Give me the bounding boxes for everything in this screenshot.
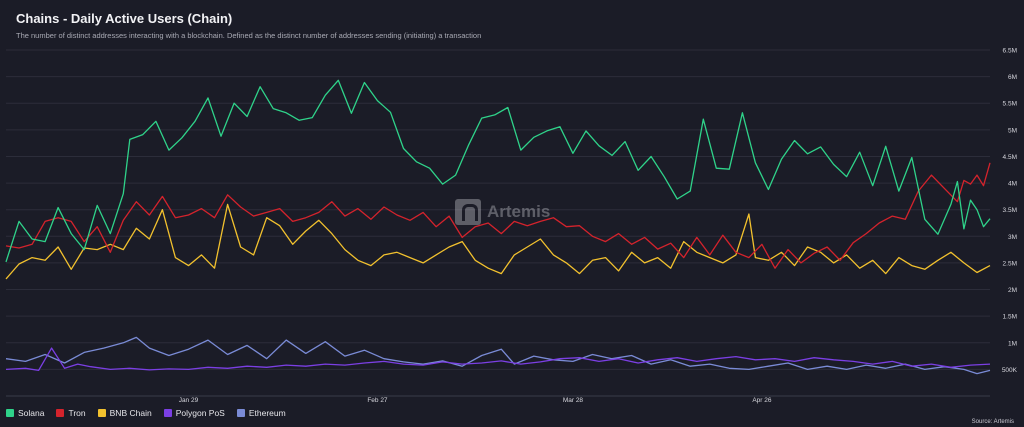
series-line-solana[interactable] (5, 79, 991, 263)
legend-swatch-polygon-pos (163, 409, 172, 417)
legend-item-solana[interactable]: Solana (6, 408, 44, 418)
series-line-tron[interactable] (5, 162, 991, 269)
y-tick-label: 4.5M (1003, 154, 1017, 161)
source-note: Source: Artemis (971, 419, 1014, 425)
y-tick-label: 1M (1008, 340, 1017, 347)
chart-legend: Solana Tron BNB Chain Polygon PoS Ethere… (6, 408, 286, 418)
legend-item-bnb-chain[interactable]: BNB Chain (97, 408, 152, 418)
y-tick-label: 5M (1008, 127, 1017, 134)
chart-title: Chains - Daily Active Users (Chain) (16, 11, 233, 26)
y-tick-label: 6.5M (1003, 48, 1017, 55)
x-tick-label: Feb 27 (367, 397, 388, 404)
y-tick-label: 500K (1002, 367, 1018, 374)
series-line-polygon-pos[interactable] (5, 347, 991, 372)
y-tick-label: 6M (1008, 74, 1017, 81)
y-tick-label: 3.5M (1003, 207, 1017, 214)
watermark-text: Artemis (487, 202, 551, 221)
legend-item-polygon-pos[interactable]: Polygon PoS (163, 408, 225, 418)
legend-label-tron: Tron (68, 408, 86, 418)
legend-swatch-bnb-chain (97, 409, 106, 417)
legend-swatch-tron (56, 409, 65, 417)
artemis-logo-icon (455, 199, 481, 225)
y-tick-label: 3M (1008, 234, 1017, 241)
x-tick-label: Apr 26 (752, 397, 772, 404)
series-line-bnb-chain[interactable] (5, 203, 991, 280)
legend-swatch-solana (6, 409, 14, 417)
chart-subtitle: The number of distinct addresses interac… (16, 31, 482, 40)
x-tick-label: Mar 28 (563, 397, 584, 404)
legend-item-tron[interactable]: Tron (56, 408, 86, 418)
y-tick-label: 5.5M (1003, 101, 1017, 108)
legend-label-ethereum: Ethereum (248, 408, 286, 418)
legend-label-polygon-pos: Polygon PoS (175, 408, 225, 418)
legend-label-bnb-chain: BNB Chain (109, 408, 152, 418)
y-tick-label: 1.5M (1003, 314, 1017, 321)
legend-item-ethereum[interactable]: Ethereum (236, 408, 286, 418)
artemis-watermark: Artemis (455, 199, 550, 225)
x-tick-label: Jan 29 (179, 397, 199, 404)
y-tick-label: 4M (1008, 181, 1017, 188)
series-line-ethereum[interactable] (5, 336, 991, 375)
y-tick-label: 2.5M (1003, 260, 1017, 267)
legend-swatch-ethereum (236, 409, 245, 417)
legend-label-solana: Solana (18, 408, 45, 418)
y-tick-label: 2M (1008, 287, 1017, 294)
